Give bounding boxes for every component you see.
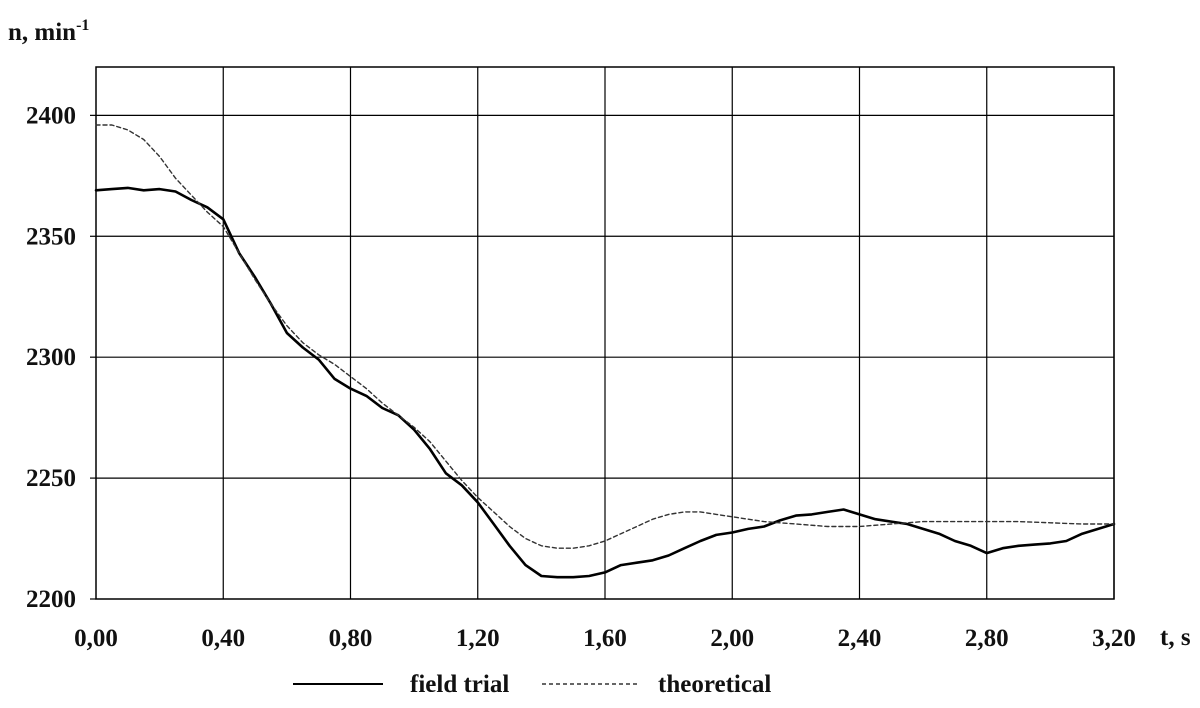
x-tick-label: 0,80 bbox=[329, 625, 373, 652]
y-tick-label: 2200 bbox=[26, 586, 76, 613]
y-axis-title-superscript: -1 bbox=[76, 17, 89, 34]
legend-label-field-trial: field trial bbox=[410, 671, 509, 698]
y-axis-title: n, min-1 bbox=[8, 17, 89, 46]
plot-area-border bbox=[95, 66, 1115, 600]
legend: field trial theoretical bbox=[293, 671, 771, 698]
y-axis-title-text: n, min bbox=[8, 19, 76, 46]
y-tick-label: 2300 bbox=[26, 344, 76, 371]
x-tick-label: 2,40 bbox=[838, 625, 882, 652]
series-line-theoretical bbox=[95, 124, 1115, 549]
x-tick-label: 1,60 bbox=[583, 625, 627, 652]
y-tick-labels: 2200 2250 2300 2350 2400 bbox=[26, 102, 76, 613]
x-tick-label: 0,40 bbox=[201, 625, 245, 652]
x-tick-label: 1,20 bbox=[456, 625, 500, 652]
x-tick-label: 2,00 bbox=[710, 625, 754, 652]
y-tick-label: 2250 bbox=[26, 465, 76, 492]
y-tick-label: 2400 bbox=[26, 102, 76, 129]
x-tick-label: 3,20 bbox=[1092, 625, 1136, 652]
series-lines bbox=[94, 124, 1116, 579]
legend-label-theoretical: theoretical bbox=[658, 671, 771, 698]
grid bbox=[90, 67, 1115, 600]
x-tick-label: 2,80 bbox=[965, 625, 1009, 652]
x-tick-labels: 0,00 0,40 0,80 1,20 1,60 2,00 2,40 2,80 3,20 bbox=[74, 625, 1136, 652]
series-line-field-trial bbox=[94, 186, 1116, 579]
y-tick-label: 2350 bbox=[26, 223, 76, 250]
x-tick-label: 0,00 bbox=[74, 625, 118, 652]
x-axis-title: t, s bbox=[1160, 624, 1191, 651]
